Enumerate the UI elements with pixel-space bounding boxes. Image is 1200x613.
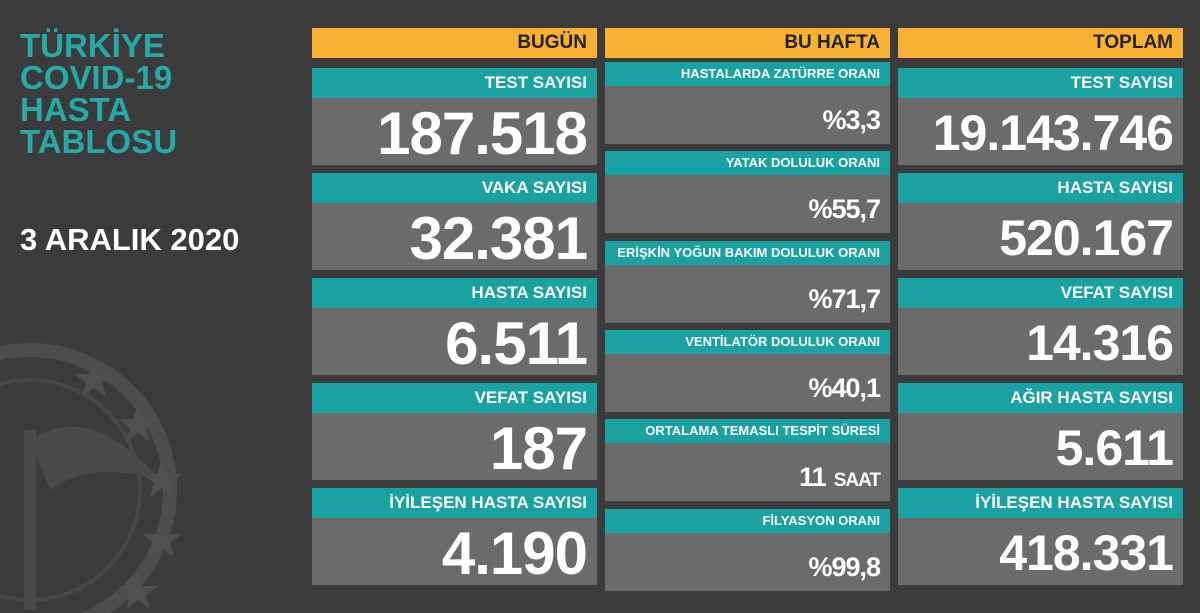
column-header: TOPLAM <box>898 28 1183 58</box>
card-label: VAKA SAYISI <box>312 173 597 203</box>
column-header: BU HAFTA <box>605 28 890 58</box>
card-label: HASTA SAYISI <box>312 278 597 308</box>
card-label: VEFAT SAYISI <box>312 383 597 413</box>
card-label: İYİLEŞEN HASTA SAYISI <box>898 488 1183 518</box>
card-label: FİLYASYON ORANI <box>605 508 890 533</box>
card-value: 418.331 <box>898 518 1183 585</box>
card-value: 5.611 <box>898 413 1183 480</box>
value-text: %55,7 <box>808 194 881 225</box>
card-label: TEST SAYISI <box>312 68 597 98</box>
value-text: %40,1 <box>808 372 881 403</box>
card-value: 32.381 <box>312 203 597 272</box>
card-value: 520.167 <box>898 203 1183 270</box>
card-label: ERİŞKİN YOĞUN BAKIM DOLULUK ORANI <box>605 240 890 265</box>
date: 3 ARALIK 2020 <box>20 222 240 257</box>
card-value: 187.518 <box>312 98 597 167</box>
title: TÜRKİYE COVID-19 HASTA TABLOSU <box>20 27 178 160</box>
value-text: 11 <box>799 462 827 493</box>
card-value: 11 SAAT <box>605 443 890 502</box>
card-label: YATAK DOLULUK ORANI <box>605 151 890 176</box>
value-text: 5.611 <box>1055 420 1174 476</box>
value-text: 14.316 <box>1026 315 1174 371</box>
card-value: %40,1 <box>605 353 890 412</box>
card-value: 19.143.746 <box>898 98 1183 165</box>
value-text: 19.143.746 <box>932 105 1174 161</box>
title-line: TABLOSU <box>20 123 178 160</box>
card-value: %99,8 <box>605 532 890 591</box>
card-value: 187 <box>312 413 597 482</box>
title-line: COVID-19 <box>20 59 173 96</box>
value-text: 418.331 <box>999 525 1174 581</box>
card-value: 14.316 <box>898 308 1183 375</box>
card-value: 6.511 <box>312 308 597 377</box>
value-text: 32.381 <box>409 205 588 272</box>
value-text: 187 <box>489 415 588 482</box>
card-label: ORTALAMA TEMASLI TESPİT SÜRESİ <box>605 419 890 444</box>
value-text: %3,3 <box>822 105 881 135</box>
card-value: %55,7 <box>605 175 890 234</box>
card-label: AĞIR HASTA SAYISI <box>898 383 1183 413</box>
value-unit: SAAT <box>833 470 881 492</box>
value-text: %71,7 <box>808 283 881 314</box>
column-header: BUGÜN <box>312 28 597 58</box>
value-text: %99,8 <box>808 551 881 582</box>
card-value: %71,7 <box>605 264 890 323</box>
value-text: 4.190 <box>441 520 588 587</box>
card-label: HASTALARDA ZATÜRRE ORANI <box>605 62 890 86</box>
value-text: 520.167 <box>999 210 1174 266</box>
card-value: 4.190 <box>312 518 597 587</box>
card-label: VEFAT SAYISI <box>898 278 1183 308</box>
card-label: TEST SAYISI <box>898 68 1183 98</box>
emblem <box>0 343 182 613</box>
value-text: 6.511 <box>445 310 588 377</box>
card-label: HASTA SAYISI <box>898 173 1183 203</box>
title-line: TÜRKİYE <box>20 27 165 64</box>
title-line: HASTA <box>20 91 132 128</box>
card-label: VENTİLATÖR DOLULUK ORANI <box>605 329 890 354</box>
value-text: 187.518 <box>377 100 588 167</box>
card-label: İYİLEŞEN HASTA SAYISI <box>312 488 597 518</box>
card-value: %3,3 <box>605 86 890 144</box>
